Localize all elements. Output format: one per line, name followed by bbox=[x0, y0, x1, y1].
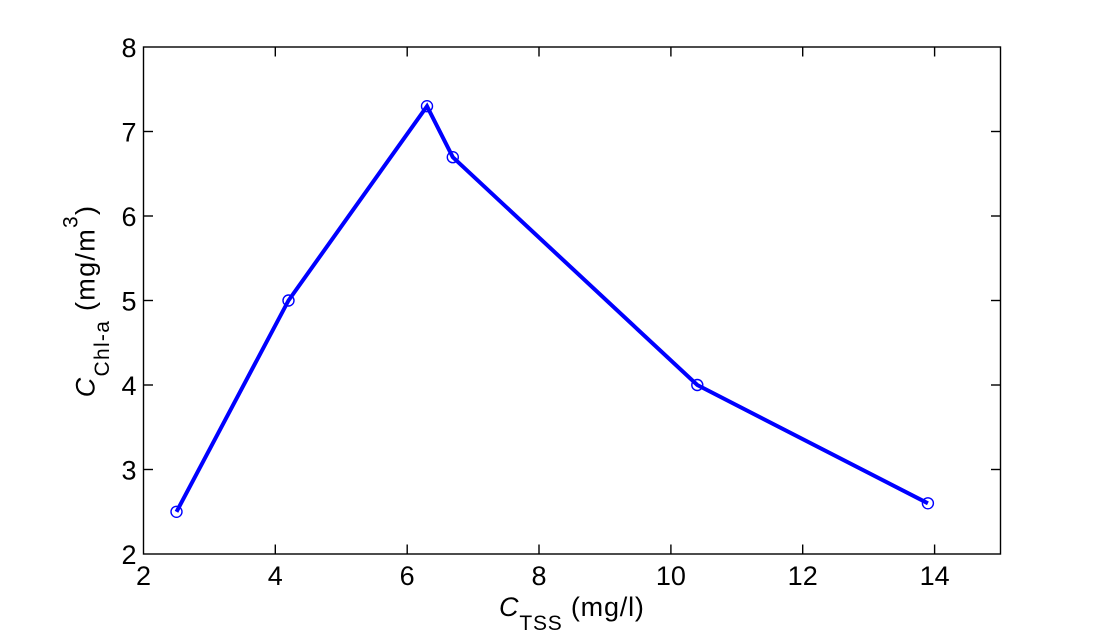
svg-text:6: 6 bbox=[400, 561, 415, 591]
svg-text:5: 5 bbox=[121, 287, 136, 317]
svg-text:6: 6 bbox=[121, 202, 136, 232]
svg-text:8: 8 bbox=[531, 561, 546, 591]
svg-text:CTSS (mg/l): CTSS (mg/l) bbox=[499, 592, 645, 635]
svg-text:2: 2 bbox=[136, 561, 151, 591]
svg-text:12: 12 bbox=[788, 561, 818, 591]
svg-text:10: 10 bbox=[656, 561, 686, 591]
svg-text:3: 3 bbox=[121, 456, 136, 486]
svg-text:8: 8 bbox=[121, 33, 136, 63]
svg-text:14: 14 bbox=[920, 561, 950, 591]
svg-text:7: 7 bbox=[121, 118, 136, 148]
svg-text:4: 4 bbox=[268, 561, 283, 591]
svg-text:CChl-a (mg/m3): CChl-a (mg/m3) bbox=[60, 205, 115, 398]
svg-text:4: 4 bbox=[121, 371, 136, 401]
svg-text:2: 2 bbox=[121, 540, 136, 570]
